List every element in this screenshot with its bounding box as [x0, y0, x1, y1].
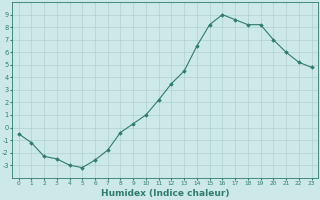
X-axis label: Humidex (Indice chaleur): Humidex (Indice chaleur) — [101, 189, 229, 198]
